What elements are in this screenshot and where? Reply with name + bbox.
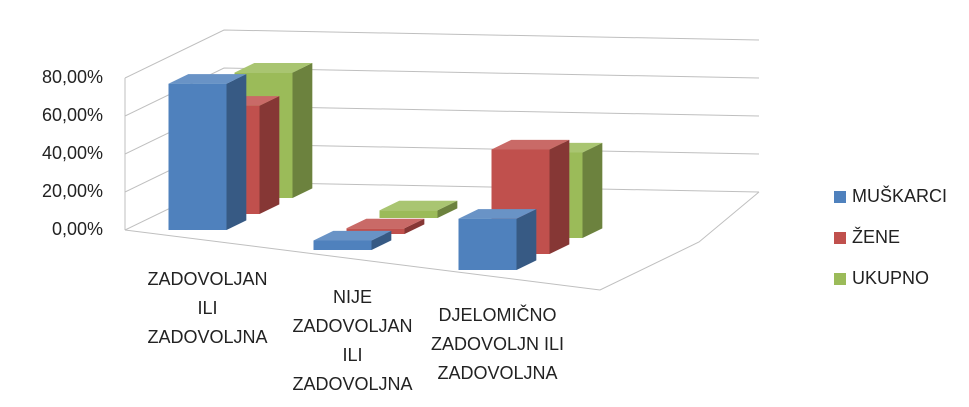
bar-side (516, 209, 537, 270)
legend-label: UKUPNO (852, 268, 929, 288)
bar-top-shade (379, 200, 458, 211)
y-tick-label: 60,00% (42, 105, 103, 125)
bar-side-shade (582, 142, 603, 238)
bar-side-shade (259, 96, 280, 214)
bar (313, 240, 372, 250)
bar-top-shade (168, 74, 247, 84)
grid-line (124, 29, 760, 79)
bar-top (491, 139, 570, 150)
legend-label: MUŠKARCI (852, 185, 947, 206)
bar-side-shade (404, 218, 425, 234)
bar-top-shade (491, 139, 570, 150)
bar-side (292, 63, 313, 198)
bar-side-shade (292, 63, 313, 198)
floor-edge (124, 191, 760, 291)
bar-side (259, 96, 280, 214)
bar-side (549, 139, 570, 254)
bar-side-shade (549, 139, 570, 254)
bar-side-shade (516, 209, 537, 270)
bar (168, 83, 227, 230)
bar-3d (313, 230, 392, 250)
bar-top-shade (234, 63, 313, 73)
legend-label: ŽENE (852, 227, 900, 247)
bar-3d (379, 200, 458, 218)
bar-side (226, 74, 247, 230)
y-tick-label: 0,00% (52, 219, 103, 239)
legend-swatch (834, 232, 846, 244)
bar-side-shade (226, 74, 247, 230)
bar-side-shade (371, 230, 392, 250)
legend-swatch (834, 191, 846, 203)
y-tick-label: 80,00% (42, 67, 103, 87)
bar-3d (168, 74, 247, 230)
y-tick-label: 40,00% (42, 143, 103, 163)
bar-top-shade (346, 218, 425, 229)
x-tick-label: DJELOMIČNO ZADOVOLJN ILI ZADOVOLJNA (431, 304, 564, 383)
bar-side (371, 230, 392, 250)
bar-side (437, 200, 458, 218)
bar-top (379, 200, 458, 211)
bar-side (582, 142, 603, 238)
bar-side-shade (437, 200, 458, 218)
legend-swatch (834, 273, 846, 285)
grid-line (124, 67, 760, 117)
bar-top (168, 74, 247, 84)
bar-top-shade (458, 209, 537, 219)
bar-top (313, 230, 392, 241)
x-tick-label: ZADOVOLJAN ILI ZADOVOLJNA (147, 269, 267, 347)
bar (379, 210, 438, 218)
bar-3d (458, 209, 537, 270)
bar-top (458, 209, 537, 219)
bar-top-shade (313, 230, 392, 241)
y-tick-label: 20,00% (42, 181, 103, 201)
bar (458, 218, 517, 270)
bar-top (234, 63, 313, 73)
bar-side (404, 218, 425, 234)
bar-top (346, 218, 425, 229)
x-tick-label: NIJE ZADOVOLJAN ILI ZADOVOLJNA (292, 287, 412, 394)
